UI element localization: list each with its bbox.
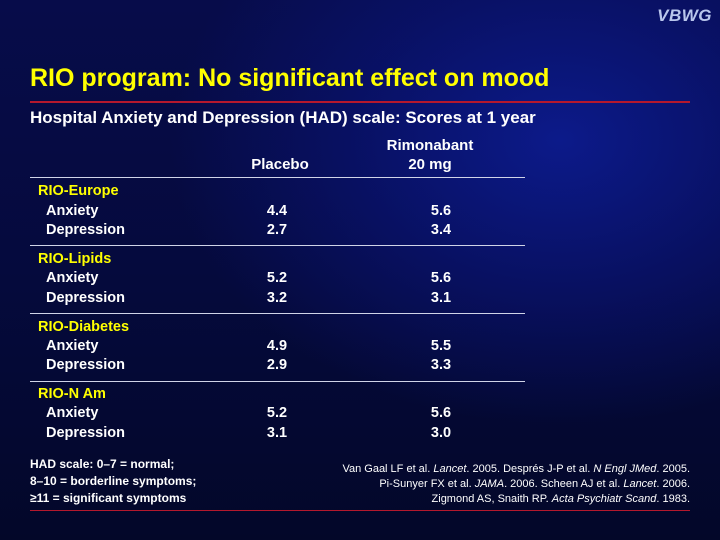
row-label-depression: Depression <box>46 290 125 306</box>
cell-rimonabant: 5.6 <box>430 203 452 219</box>
column-header-placebo: Placebo <box>251 156 309 173</box>
row-label-depression: Depression <box>46 357 125 373</box>
reference-line: Van Gaal LF et al. Lancet. 2005. Després… <box>342 463 690 475</box>
cell-rimonabant: 3.0 <box>430 425 452 441</box>
vbwg-logo: VBWG <box>657 6 712 25</box>
cell-placebo: 3.2 <box>266 290 288 306</box>
reference-line: Pi-Sunyer FX et al. JAMA. 2006. Scheen A… <box>379 478 690 490</box>
had-scale-note: HAD scale: 0–7 = normal; 8–10 = borderli… <box>30 456 196 507</box>
cell-rimonabant: 5.6 <box>430 270 452 286</box>
group-label-rio-europe: RIO-Europe <box>38 183 119 199</box>
title-divider <box>30 101 690 103</box>
cell-placebo: 3.1 <box>266 425 288 441</box>
table-divider <box>30 313 525 314</box>
table-divider <box>30 177 525 178</box>
row-label-anxiety: Anxiety <box>46 405 99 421</box>
column-header-rimonabant: Rimonabant 20 mg <box>380 136 480 174</box>
column-header-rimonabant-line2: 20 mg <box>408 156 452 173</box>
cell-placebo: 4.4 <box>266 203 288 219</box>
scale-note-line: HAD scale: 0–7 = normal; <box>30 457 175 471</box>
cell-rimonabant: 3.4 <box>430 222 452 238</box>
group-label-rio-n-am: RIO-N Am <box>38 386 106 402</box>
group-label-rio-diabetes: RIO-Diabetes <box>38 319 130 335</box>
cell-placebo: 4.9 <box>266 338 288 354</box>
row-label-anxiety: Anxiety <box>46 338 99 354</box>
column-header-rimonabant-line1: Rimonabant <box>386 137 474 154</box>
group-label-rio-lipids: RIO-Lipids <box>38 251 112 267</box>
row-label-depression: Depression <box>46 222 125 238</box>
scale-note-line: ≥11 = significant symptoms <box>30 491 187 505</box>
cell-placebo: 5.2 <box>266 270 288 286</box>
table-divider <box>30 245 525 246</box>
table-divider <box>30 381 525 382</box>
cell-placebo: 2.7 <box>266 222 288 238</box>
cell-placebo: 2.9 <box>266 357 288 373</box>
slide-subtitle: Hospital Anxiety and Depression (HAD) sc… <box>30 108 536 127</box>
cell-rimonabant: 5.6 <box>430 405 452 421</box>
row-label-depression: Depression <box>46 425 125 441</box>
cell-placebo: 5.2 <box>266 405 288 421</box>
row-label-anxiety: Anxiety <box>46 270 99 286</box>
cell-rimonabant: 3.3 <box>430 357 452 373</box>
reference-line: Zigmond AS, Snaith RP. Acta Psychiatr Sc… <box>431 493 690 505</box>
references: Van Gaal LF et al. Lancet. 2005. Després… <box>342 462 690 507</box>
footer-divider <box>30 510 690 511</box>
cell-rimonabant: 3.1 <box>430 290 452 306</box>
row-label-anxiety: Anxiety <box>46 203 99 219</box>
slide-title: RIO program: No significant effect on mo… <box>30 64 550 92</box>
cell-rimonabant: 5.5 <box>430 338 452 354</box>
scale-note-line: 8–10 = borderline symptoms; <box>30 474 197 488</box>
